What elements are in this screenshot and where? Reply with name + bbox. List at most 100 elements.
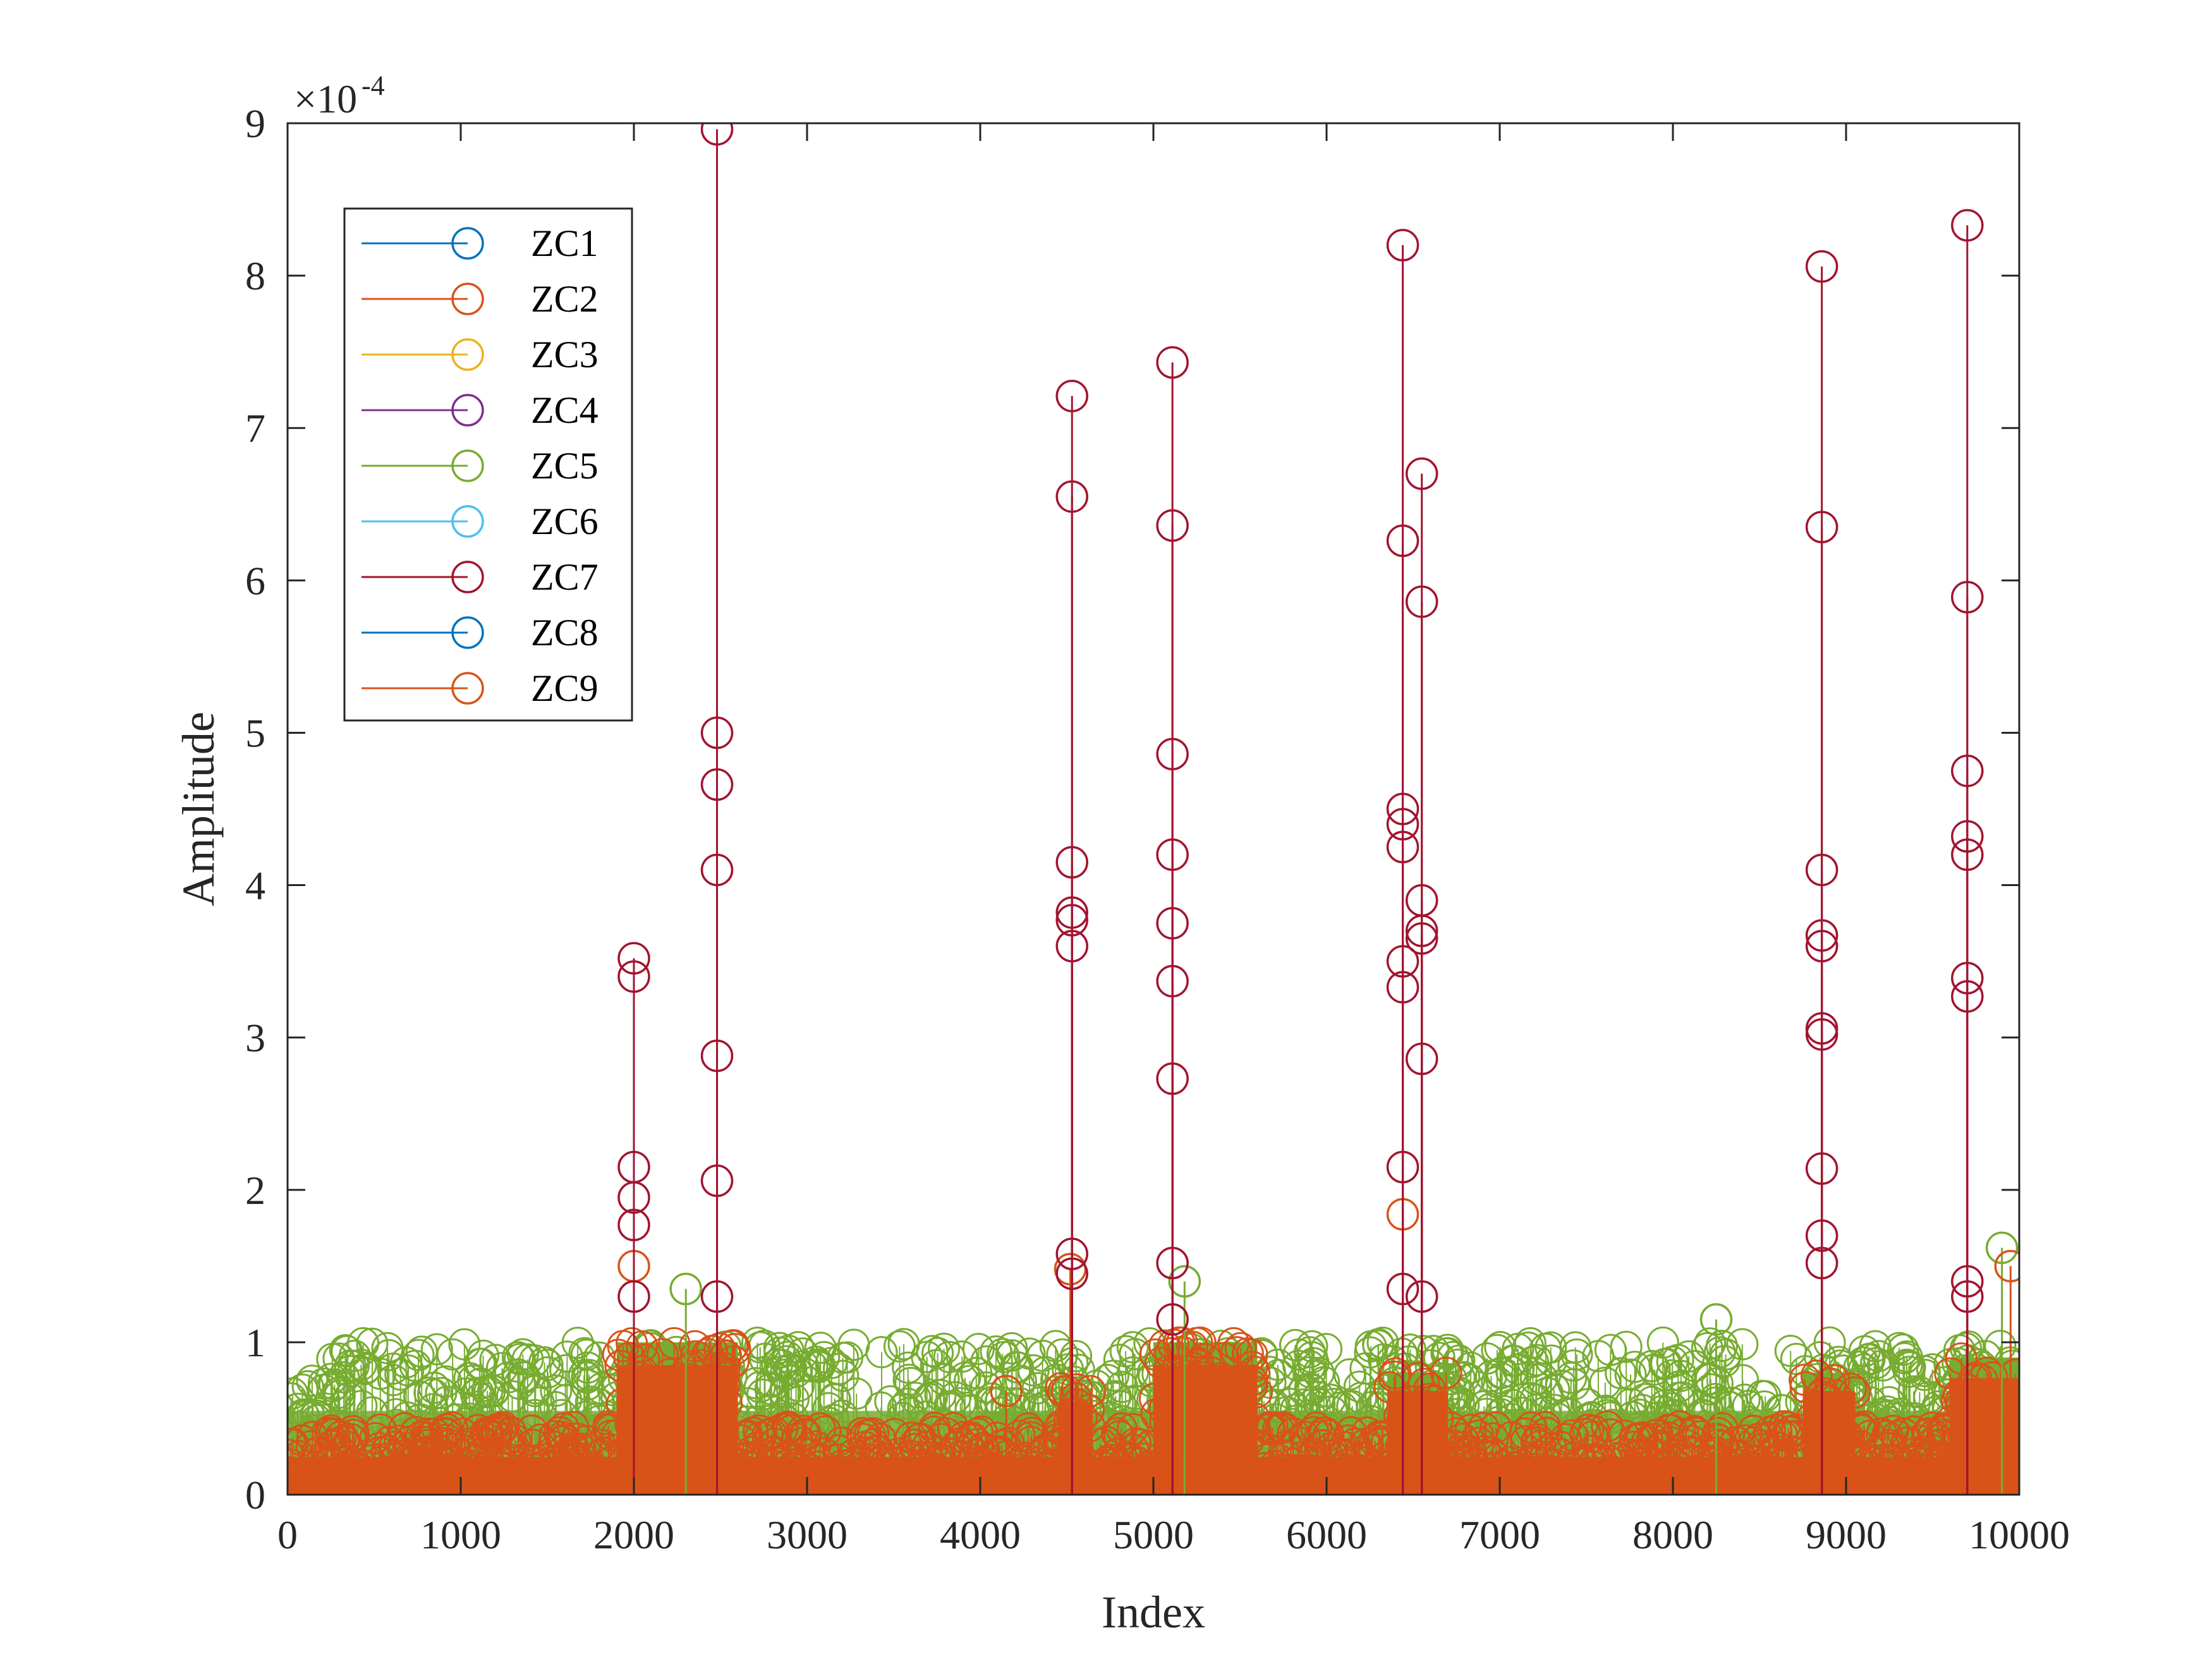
band-marker — [1162, 1415, 1194, 1448]
band-marker — [1475, 1436, 1508, 1469]
band-marker — [917, 1415, 950, 1448]
stem-marker — [700, 123, 734, 146]
band-marker — [442, 1456, 475, 1489]
band-marker — [758, 1446, 791, 1479]
band-marker — [1072, 1394, 1105, 1426]
band-marker — [1945, 1385, 1978, 1418]
band-marker — [573, 1359, 605, 1392]
legend-marker — [451, 505, 484, 538]
stem-marker — [1156, 1303, 1189, 1336]
band-marker — [410, 1436, 443, 1469]
band-marker — [1144, 1346, 1177, 1379]
band-marker — [313, 1447, 346, 1480]
stem-marker — [1994, 1249, 2019, 1283]
band-marker — [356, 1327, 389, 1360]
y-tick-label: 5 — [245, 710, 265, 755]
y-tick-label: 1 — [245, 1320, 265, 1365]
band-marker — [1379, 1357, 1412, 1390]
band-marker — [561, 1327, 594, 1359]
legend-label: ZC5 — [531, 445, 599, 487]
band-marker — [377, 1352, 410, 1385]
band-marker — [1498, 1344, 1531, 1377]
band-marker — [1594, 1334, 1627, 1366]
band-marker — [1267, 1411, 1299, 1443]
band-marker — [1467, 1412, 1500, 1445]
legend-marker — [451, 394, 484, 427]
band-marker — [1576, 1420, 1609, 1453]
band-marker — [1003, 1419, 1036, 1452]
band-marker — [1182, 1346, 1215, 1379]
band-marker — [1239, 1415, 1272, 1448]
band-marker — [595, 1419, 628, 1452]
band-marker — [1028, 1452, 1060, 1485]
band-marker — [1742, 1445, 1775, 1478]
band-marker — [1485, 1357, 1517, 1390]
band-marker — [1452, 1461, 1485, 1493]
band-marker — [878, 1418, 911, 1450]
band-marker — [1996, 1427, 2019, 1460]
stem-marker — [1168, 1265, 1201, 1298]
y-tick-label: 6 — [245, 558, 265, 603]
band-marker — [965, 1415, 998, 1448]
x-axis-label: Index — [1102, 1587, 1205, 1638]
band-marker — [1845, 1414, 1878, 1447]
band-marker — [954, 1394, 987, 1426]
band-marker — [1253, 1411, 1286, 1443]
band-marker — [1304, 1420, 1337, 1453]
band-marker — [1442, 1348, 1474, 1381]
band-marker — [1767, 1447, 1800, 1480]
band-marker — [1574, 1445, 1607, 1478]
band-marker — [393, 1447, 426, 1480]
band-marker — [546, 1421, 579, 1454]
band-marker — [1860, 1347, 1893, 1380]
band-marker — [1296, 1330, 1328, 1363]
band-marker — [1800, 1428, 1833, 1461]
band-marker — [923, 1442, 956, 1475]
band-marker — [1095, 1457, 1128, 1490]
band-marker — [818, 1455, 851, 1488]
y-tick-label: 4 — [245, 863, 265, 908]
stem-marker — [1951, 820, 1984, 853]
band-marker — [690, 1402, 722, 1435]
band-marker — [968, 1434, 1000, 1467]
band-marker — [928, 1332, 961, 1365]
band-marker — [1883, 1332, 1916, 1364]
stem-marker — [1805, 1246, 1838, 1280]
band-marker — [1887, 1334, 1919, 1366]
band-marker — [796, 1350, 829, 1383]
band-marker — [459, 1378, 492, 1411]
stem-marker — [1386, 971, 1419, 1004]
band-marker — [1349, 1462, 1382, 1495]
x-tick-label: 4000 — [940, 1512, 1021, 1557]
legend-marker — [451, 561, 484, 593]
band-marker — [818, 1383, 851, 1416]
stem-marker — [700, 1280, 734, 1313]
band-marker — [1313, 1383, 1346, 1416]
band-marker — [540, 1374, 573, 1407]
stem-marker — [1055, 379, 1088, 413]
band-marker — [1284, 1454, 1316, 1486]
band-marker — [899, 1433, 932, 1466]
band-marker — [530, 1442, 562, 1475]
stem-marker — [1405, 1042, 1438, 1076]
band-marker — [503, 1343, 536, 1376]
stem-marker — [1951, 838, 1984, 872]
x-tick-label: 5000 — [1113, 1512, 1194, 1557]
band-marker — [1589, 1366, 1622, 1399]
stem-marker — [700, 853, 734, 887]
stem-marker — [1055, 1257, 1088, 1291]
band-marker — [899, 1382, 932, 1414]
stem-marker — [1055, 904, 1088, 937]
band-marker — [1515, 1411, 1548, 1444]
band-marker — [305, 1401, 338, 1434]
legend-item: ZC6 — [362, 501, 599, 542]
stem-marker — [1699, 1303, 1733, 1336]
band-marker — [1294, 1356, 1327, 1389]
band-marker — [1555, 1419, 1588, 1452]
legend-label: ZC2 — [531, 278, 599, 320]
band-marker — [1538, 1373, 1571, 1406]
band-marker — [1047, 1375, 1079, 1408]
band-marker — [1933, 1454, 1966, 1487]
band-marker — [1343, 1454, 1376, 1486]
x-axis: 0 1000 2000 3000 4000 5000 6000 7000 8000 9000 100… — [277, 123, 2070, 1557]
